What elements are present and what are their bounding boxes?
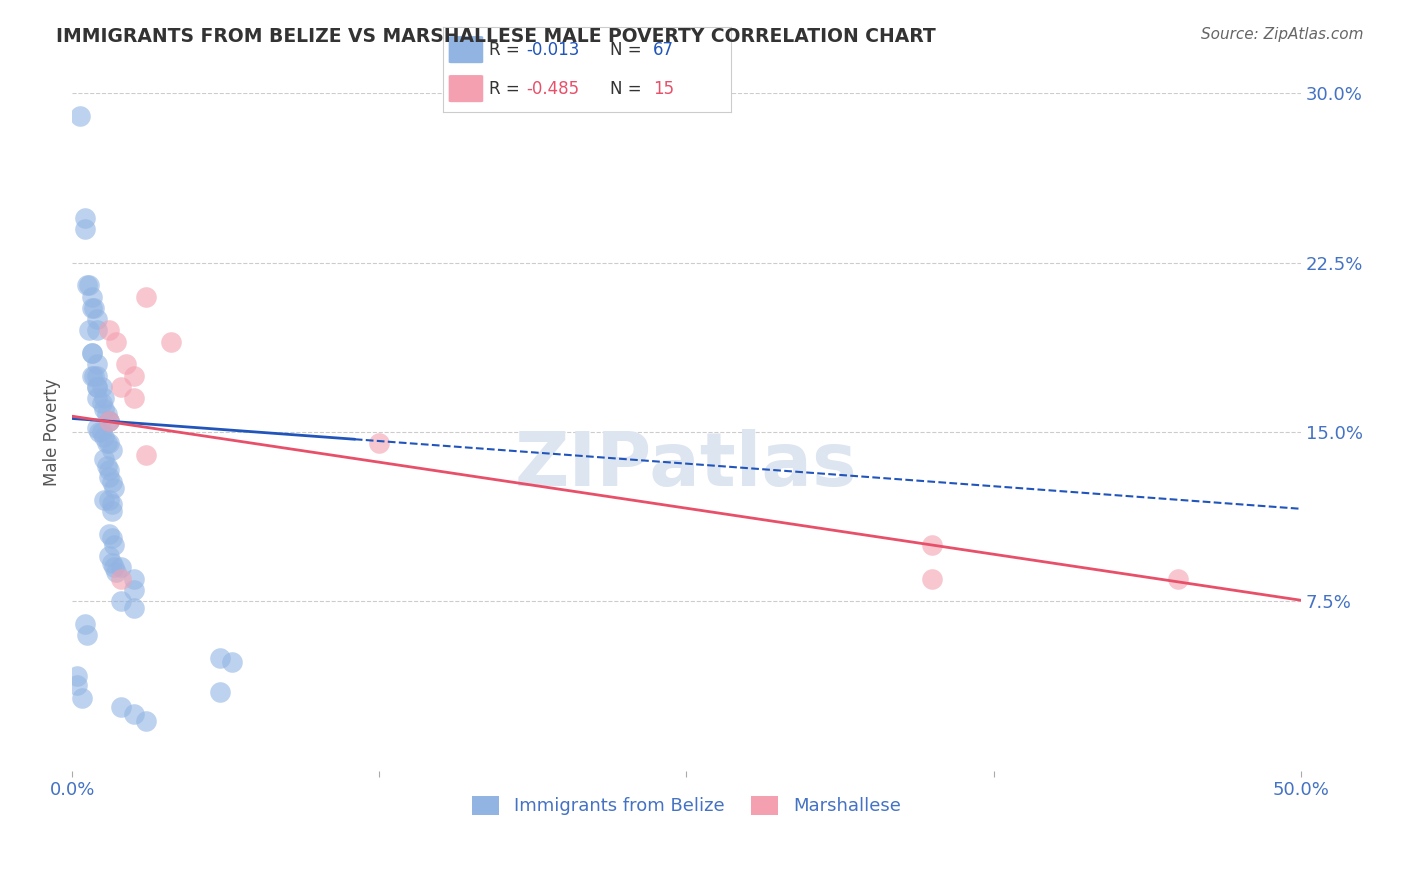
Legend: Immigrants from Belize, Marshallese: Immigrants from Belize, Marshallese: [465, 789, 908, 822]
Text: -0.013: -0.013: [526, 41, 579, 59]
Point: [100, 497, 122, 511]
Text: R =: R =: [489, 79, 524, 97]
Point: [115, 357, 138, 371]
Point: [73, 211, 96, 225]
Point: [98, 470, 121, 484]
Point: [368, 436, 391, 450]
Text: -0.485: -0.485: [526, 79, 579, 97]
Point: [80, 301, 103, 315]
Point: [86, 420, 108, 434]
Point: [100, 443, 122, 458]
Point: [110, 560, 132, 574]
Point: [100, 531, 122, 545]
Point: [100, 504, 122, 518]
Text: 67: 67: [654, 41, 675, 59]
Point: [76, 628, 98, 642]
Point: [98, 526, 121, 541]
Point: [159, 334, 181, 349]
Point: [90, 425, 112, 439]
Point: [79, 323, 101, 337]
Point: [98, 549, 121, 564]
Point: [98, 492, 121, 507]
Point: [96, 407, 118, 421]
Point: [110, 700, 132, 714]
Point: [80, 346, 103, 360]
Point: [70, 691, 93, 706]
Point: [135, 448, 157, 462]
Point: [98, 414, 121, 428]
Point: [66, 669, 89, 683]
Point: [98, 414, 121, 428]
Point: [98, 463, 121, 477]
Text: N =: N =: [610, 41, 647, 59]
Point: [921, 538, 943, 552]
Point: [86, 357, 108, 371]
Point: [135, 289, 157, 303]
Point: [98, 414, 121, 428]
Point: [98, 323, 121, 337]
Point: [96, 458, 118, 473]
Point: [93, 492, 115, 507]
Text: N =: N =: [610, 79, 647, 97]
Point: [93, 429, 115, 443]
Point: [105, 565, 128, 579]
Point: [83, 368, 105, 383]
Point: [79, 278, 101, 293]
Point: [100, 475, 122, 489]
Text: R =: R =: [489, 41, 524, 59]
Point: [86, 380, 108, 394]
Point: [100, 556, 122, 570]
Point: [96, 436, 118, 450]
Point: [110, 572, 132, 586]
Point: [103, 538, 125, 552]
Point: [86, 368, 108, 383]
Text: IMMIGRANTS FROM BELIZE VS MARSHALLESE MALE POVERTY CORRELATION CHART: IMMIGRANTS FROM BELIZE VS MARSHALLESE MA…: [56, 27, 936, 45]
Point: [80, 346, 103, 360]
Point: [90, 395, 112, 409]
Point: [86, 323, 108, 337]
Point: [76, 278, 98, 293]
Point: [69, 109, 91, 123]
Point: [122, 583, 145, 598]
Text: ZIPatlas: ZIPatlas: [515, 429, 858, 502]
Point: [103, 482, 125, 496]
Point: [122, 391, 145, 405]
Point: [66, 678, 89, 692]
Point: [93, 402, 115, 417]
FancyBboxPatch shape: [449, 36, 484, 63]
Point: [86, 391, 108, 405]
Point: [921, 572, 943, 586]
Point: [1167, 572, 1189, 586]
Point: [103, 560, 125, 574]
Point: [86, 312, 108, 326]
Point: [122, 707, 145, 722]
Point: [122, 368, 145, 383]
Text: Source: ZipAtlas.com: Source: ZipAtlas.com: [1201, 27, 1364, 42]
Point: [73, 616, 96, 631]
Point: [135, 714, 157, 728]
Point: [221, 656, 243, 670]
Point: [93, 452, 115, 467]
Point: [90, 380, 112, 394]
Point: [80, 289, 103, 303]
FancyBboxPatch shape: [449, 75, 484, 103]
Point: [110, 380, 132, 394]
Point: [86, 380, 108, 394]
Point: [208, 684, 231, 698]
Y-axis label: Male Poverty: Male Poverty: [44, 378, 60, 486]
Point: [208, 650, 231, 665]
Point: [98, 436, 121, 450]
Point: [73, 222, 96, 236]
Point: [80, 368, 103, 383]
Point: [105, 334, 128, 349]
Point: [122, 601, 145, 615]
Point: [93, 391, 115, 405]
Point: [89, 425, 111, 439]
Text: 15: 15: [654, 79, 675, 97]
Point: [122, 572, 145, 586]
Point: [83, 301, 105, 315]
Point: [110, 594, 132, 608]
